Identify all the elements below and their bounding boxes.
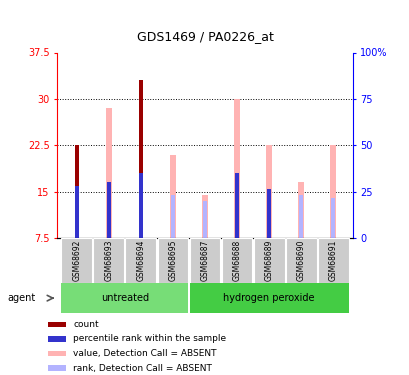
Bar [265, 146, 272, 238]
Bar [202, 195, 207, 238]
Bar [48, 321, 66, 327]
Bar [93, 238, 124, 283]
Bar [48, 336, 66, 342]
Bar [138, 173, 143, 238]
Bar [170, 154, 175, 238]
Bar [48, 351, 66, 356]
Bar [189, 238, 220, 283]
Text: GSM68689: GSM68689 [264, 240, 273, 281]
Bar [253, 238, 284, 283]
Bar [299, 195, 303, 238]
Bar [266, 189, 271, 238]
Bar [171, 195, 175, 238]
Text: GSM68691: GSM68691 [328, 240, 337, 281]
Text: GSM68694: GSM68694 [136, 240, 145, 281]
Bar [234, 99, 239, 238]
Text: hydrogen peroxide: hydrogen peroxide [223, 293, 314, 303]
Text: percentile rank within the sample: percentile rank within the sample [73, 334, 226, 344]
Bar [74, 186, 79, 238]
Text: GSM68688: GSM68688 [232, 240, 241, 281]
Text: untreated: untreated [101, 293, 148, 303]
Text: GDS1469 / PA0226_at: GDS1469 / PA0226_at [136, 30, 273, 43]
Bar [61, 238, 92, 283]
Text: agent: agent [7, 293, 36, 303]
Bar [298, 183, 303, 238]
Bar [266, 189, 271, 238]
Bar [61, 283, 188, 313]
Bar [330, 198, 335, 238]
Bar [234, 173, 238, 238]
Bar [138, 80, 143, 238]
Bar [202, 201, 207, 238]
Bar [221, 238, 252, 283]
Bar [234, 173, 238, 238]
Text: GSM68695: GSM68695 [168, 240, 177, 281]
Bar [189, 283, 348, 313]
Bar [157, 238, 188, 283]
Bar [317, 238, 348, 283]
Text: GSM68692: GSM68692 [72, 240, 81, 281]
Text: rank, Detection Call = ABSENT: rank, Detection Call = ABSENT [73, 363, 212, 372]
Bar [285, 238, 316, 283]
Text: GSM68693: GSM68693 [104, 240, 113, 281]
Bar [125, 238, 156, 283]
Bar [74, 146, 79, 238]
Bar [106, 108, 111, 238]
Text: GSM68687: GSM68687 [200, 240, 209, 281]
Text: GSM68690: GSM68690 [296, 240, 305, 281]
Text: count: count [73, 320, 99, 329]
Text: value, Detection Call = ABSENT: value, Detection Call = ABSENT [73, 349, 216, 358]
Bar [48, 365, 66, 371]
Bar [106, 183, 110, 238]
Bar [106, 183, 110, 238]
Bar [330, 146, 335, 238]
